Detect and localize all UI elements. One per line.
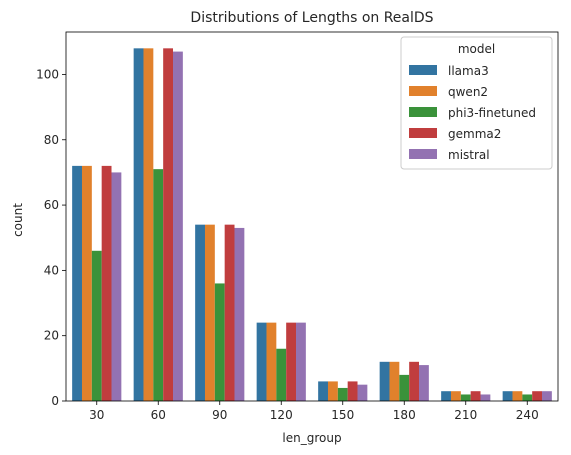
bar-llama3-60 [133, 48, 144, 401]
bar-gemma2-210 [470, 391, 481, 401]
bar-gemma2-120 [286, 322, 297, 401]
bar-phi3-finetuned-120 [276, 348, 287, 401]
x-axis-label: len_group [282, 431, 341, 445]
bar-phi3-finetuned-210 [460, 394, 471, 401]
bar-llama3-90 [195, 224, 205, 401]
bars-group [72, 48, 552, 402]
bar-phi3-finetuned-150 [337, 387, 348, 401]
y-tick-label-0: 0 [51, 394, 59, 408]
legend-box [400, 36, 553, 170]
bar-gemma2-60 [163, 48, 174, 401]
bar-gemma2-180 [409, 361, 420, 401]
y-tick-label-60: 60 [44, 198, 59, 212]
bar-llama3-180 [379, 361, 390, 401]
bar-gemma2-150 [347, 381, 358, 401]
bar-qwen2-60 [143, 48, 154, 401]
bar-qwen2-120 [266, 322, 277, 401]
x-tick-label-60: 60 [151, 408, 166, 422]
y-tick-label-20: 20 [44, 329, 59, 343]
legend-label-qwen2: qwen2 [448, 85, 488, 99]
bar-mistral-30 [111, 172, 122, 401]
bar-gemma2-240 [532, 391, 543, 401]
x-tick-label-240: 240 [516, 408, 539, 422]
legend-swatch-llama3 [409, 65, 437, 75]
x-tick-label-210: 210 [454, 408, 477, 422]
legend-swatch-gemma2 [409, 128, 437, 138]
bar-mistral-150 [357, 384, 368, 401]
legend-swatch-phi3-finetuned [409, 107, 437, 117]
legend-swatch-mistral [409, 149, 437, 159]
x-tick-label-30: 30 [89, 408, 104, 422]
x-tick-label-150: 150 [331, 408, 354, 422]
y-tick-label-40: 40 [44, 263, 59, 277]
bar-llama3-120 [256, 322, 267, 401]
bar-phi3-finetuned-60 [153, 169, 164, 401]
bar-qwen2-30 [81, 165, 92, 401]
bar-gemma2-90 [224, 224, 235, 401]
bar-phi3-finetuned-240 [522, 394, 533, 401]
chart-title: Distributions of Lengths on RealDS [190, 10, 433, 26]
bar-phi3-finetuned-90 [214, 283, 225, 401]
x-tick-label-180: 180 [393, 408, 416, 422]
legend-label-phi3-finetuned: phi3-finetuned [448, 106, 536, 120]
bar-llama3-150 [318, 381, 328, 401]
bar-mistral-210 [480, 394, 491, 401]
bar-llama3-210 [441, 391, 451, 401]
bar-qwen2-210 [450, 391, 461, 401]
bar-mistral-60 [173, 51, 183, 402]
legend-label-llama3: llama3 [448, 64, 489, 78]
axes-group: 30 60 90 120 150 180 210 240 0 20 40 60 80 100 [36, 31, 559, 422]
bar-gemma2-30 [101, 165, 112, 401]
legend-label-mistral: mistral [448, 148, 490, 162]
bar-qwen2-240 [512, 391, 523, 401]
bar-qwen2-180 [389, 361, 400, 401]
plot-frame [65, 31, 559, 402]
bar-llama3-30 [72, 165, 82, 401]
x-tick-label-120: 120 [270, 408, 293, 422]
bar-phi3-finetuned-30 [91, 250, 102, 401]
y-axis-label: count [11, 203, 25, 237]
bar-mistral-120 [296, 322, 306, 401]
bar-mistral-90 [234, 227, 245, 401]
bar-qwen2-90 [204, 224, 215, 401]
x-tick-label-90: 90 [212, 408, 227, 422]
legend-swatch-qwen2 [409, 86, 437, 96]
legend-label-gemma2: gemma2 [448, 127, 501, 141]
bar-llama3-240 [502, 391, 513, 401]
y-tick-label-80: 80 [44, 133, 59, 147]
legend-title: model [458, 42, 495, 56]
bar-phi3-finetuned-180 [399, 374, 410, 401]
bar-mistral-180 [419, 365, 429, 401]
bar-mistral-240 [542, 391, 552, 401]
y-tick-label-100: 100 [36, 67, 59, 81]
legend: model llama3 qwen2 phi3-finetuned gemma2 mist… [400, 36, 553, 170]
bar-qwen2-150 [327, 381, 338, 401]
